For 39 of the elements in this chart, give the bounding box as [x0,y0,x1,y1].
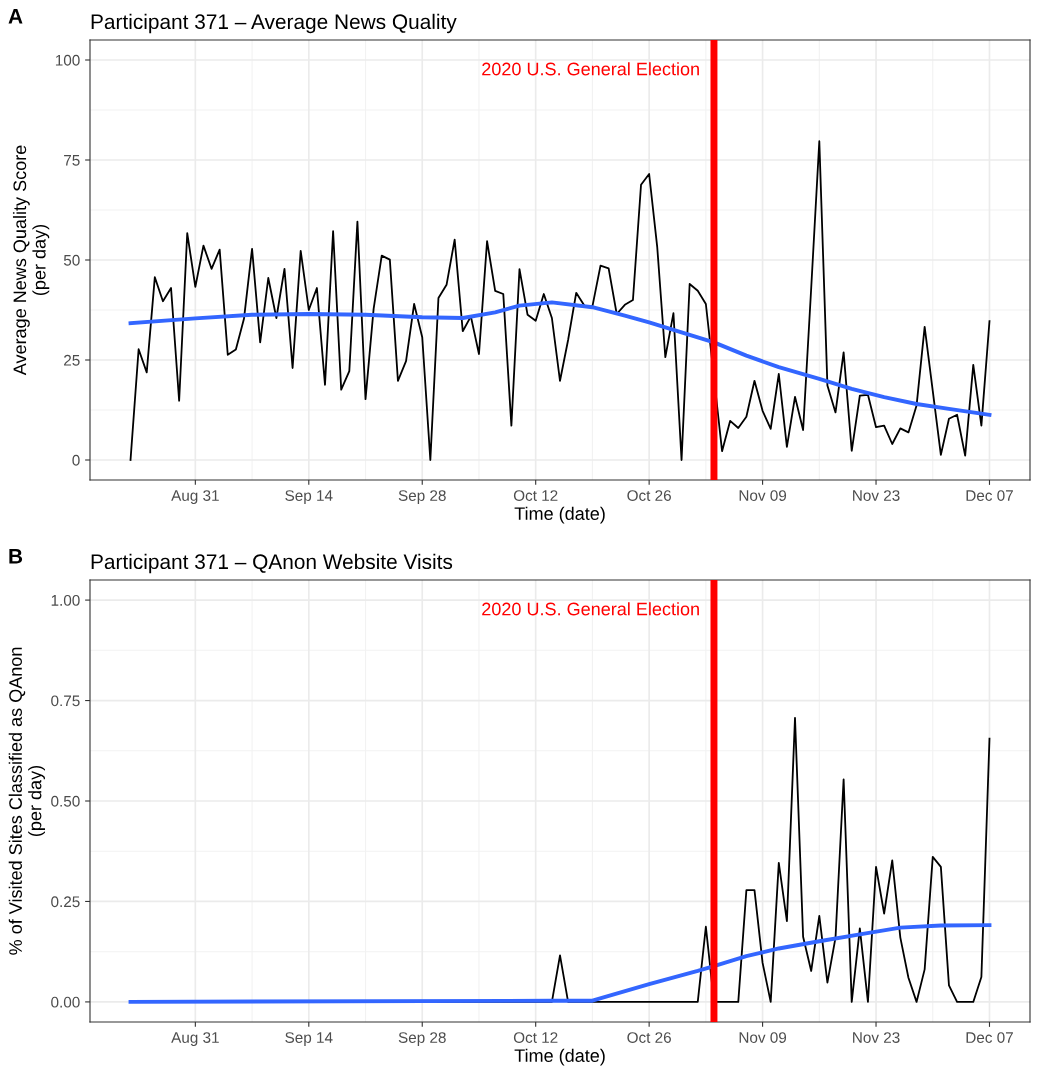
x-axis-title: Time (date) [514,506,605,524]
x-tick-label: Sep 28 [398,490,446,504]
x-tick-label: Oct 26 [627,1032,671,1043]
text: B [9,549,23,564]
y-tick-label: 1.00 [51,594,80,606]
x-tick-label: Dec 07 [966,490,1013,501]
x-tick-label: Sep 14 [285,1032,333,1046]
x-tick-label: Aug 31 [171,490,219,504]
line-series [128,300,992,417]
x-tick-label: Nov 09 [739,1032,787,1043]
x-tick-label: Oct 12 [513,490,558,501]
text: A [8,9,23,24]
y-tick-label: 0.00 [51,996,80,1008]
x-tick-label: Oct 26 [627,490,671,501]
y-axis-title: Average News Quality Score (per day) [12,145,50,376]
x-tick-label: Sep 14 [285,490,333,504]
chart-title: Participant 371 – Average News Quality [91,13,457,34]
y-tick-label: 75 [64,155,80,166]
y-tick-label: 0.50 [51,795,80,807]
y-tick-label: 0.25 [51,896,80,908]
y-tick-label: 0 [72,454,80,466]
x-axis-title: Time (date) [514,1048,605,1066]
ref-line-label: 2020 U.S. General Election [482,602,699,616]
line-series [128,923,992,1004]
y-tick-label: 25 [64,354,80,366]
y-axis-title: % of Visited Sites Classified as QAnon (per day) [8,647,45,955]
x-tick-label: Sep 28 [398,1032,446,1046]
x-tick-label: Nov 23 [853,490,900,501]
x-tick-label: Nov 23 [853,1032,900,1043]
x-tick-label: Dec 07 [966,1032,1013,1043]
x-tick-label: Oct 12 [513,1032,558,1043]
y-tick-label: 0.75 [51,695,80,707]
x-tick-label: Nov 09 [739,490,787,501]
y-tick-label: 50 [63,254,80,266]
chart-title: Participant 371 – QAnon Website Visits [91,553,453,574]
line-series [129,140,991,461]
ref-line-label: 2020 U.S. General Election [482,62,699,76]
y-tick-label: 100 [55,54,80,66]
x-tick-label: Aug 31 [171,1032,219,1046]
